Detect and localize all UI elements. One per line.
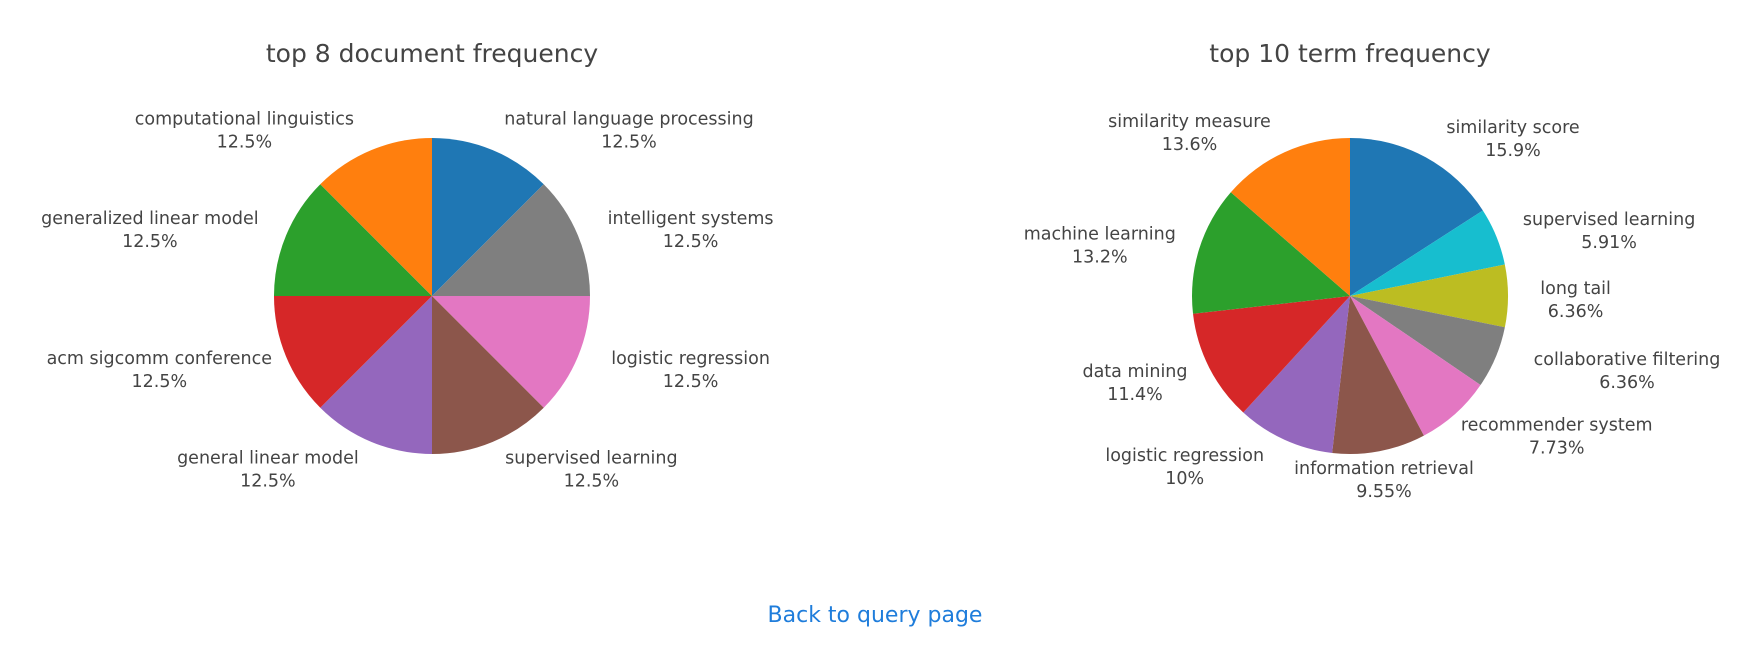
pie-slice-computational-linguistics[interactable] — [320, 138, 432, 296]
slice-label-information-retrieval: information retrieval 9.55% — [1294, 459, 1474, 502]
chart-title: top 8 document frequency — [266, 39, 598, 68]
slice-label-name: logistic regression — [1105, 446, 1264, 466]
slice-label-computational-linguistics: computational linguistics 12.5% — [135, 110, 354, 153]
slice-label-name: similarity measure — [1108, 112, 1271, 132]
slice-label-percent: 12.5% — [132, 372, 188, 392]
pie-slice-data-mining[interactable] — [1193, 296, 1350, 413]
slice-label-percent: 9.55% — [1356, 482, 1412, 502]
pie-slice-logistic-regression[interactable] — [432, 296, 590, 408]
slice-label-name: acm sigcomm conference — [47, 349, 272, 369]
document-frequency-pie-chart: top 8 document frequency natural languag… — [41, 39, 773, 491]
slice-label-intelligent-systems: intelligent systems 12.5% — [608, 209, 774, 252]
pie-slice-intelligent-systems[interactable] — [432, 184, 590, 296]
slice-label-supervised-learning: supervised learning 5.91% — [1523, 210, 1695, 253]
pie-slice-supervised-learning[interactable] — [432, 296, 544, 454]
slice-label-percent: 13.6% — [1162, 135, 1218, 155]
pie-slice-similarity-score[interactable] — [1350, 138, 1483, 296]
slice-label-name: natural language processing — [504, 110, 753, 130]
slice-label-name: machine learning — [1024, 225, 1176, 245]
slice-label-name: collaborative filtering — [1534, 350, 1721, 370]
pie-slice-long-tail[interactable] — [1350, 264, 1508, 328]
pie-slices — [1192, 138, 1508, 455]
slice-label-name: supervised learning — [505, 448, 677, 468]
slice-label-percent: 12.5% — [601, 133, 657, 153]
slice-label-name: generalized linear model — [41, 209, 259, 229]
chart-title: top 10 term frequency — [1209, 39, 1491, 68]
slice-label-name: logistic regression — [611, 349, 770, 369]
pie-slice-similarity-measure[interactable] — [1230, 138, 1350, 296]
slice-label-name: general linear model — [177, 448, 359, 468]
slice-label-percent: 12.5% — [564, 471, 620, 491]
slice-label-similarity-score: similarity score 15.9% — [1446, 118, 1579, 161]
slice-label-percent: 5.91% — [1581, 233, 1637, 253]
back-to-query-link[interactable]: Back to query page — [767, 603, 983, 628]
slice-label-data-mining: data mining 11.4% — [1082, 362, 1187, 405]
slice-label-percent: 7.73% — [1529, 439, 1585, 459]
pie-slice-machine-learning[interactable] — [1192, 192, 1350, 314]
slice-label-long-tail: long tail 6.36% — [1540, 279, 1611, 322]
pie-slices — [274, 138, 590, 454]
slice-label-name: long tail — [1540, 279, 1611, 299]
pie-slice-acm-sigcomm-conference[interactable] — [274, 296, 432, 408]
pie-slice-collaborative-filtering[interactable] — [1350, 296, 1505, 386]
pie-slice-general-linear-model[interactable] — [320, 296, 432, 454]
slice-label-percent: 15.9% — [1485, 141, 1541, 161]
pie-slice-natural-language-processing[interactable] — [432, 138, 544, 296]
slice-label-recommender-system: recommender system 7.73% — [1461, 416, 1653, 459]
term-frequency-pie-chart: top 10 term frequency similarity score 15… — [1024, 39, 1721, 502]
slice-label-logistic-regression: logistic regression 10% — [1105, 446, 1264, 489]
slice-label-generalized-linear-model: generalized linear model 12.5% — [41, 209, 259, 252]
pie-slice-information-retrieval[interactable] — [1332, 296, 1424, 455]
slice-label-name: supervised learning — [1523, 210, 1695, 230]
slice-label-percent: 11.4% — [1107, 385, 1163, 405]
slice-label-percent: 12.5% — [663, 232, 719, 252]
slice-label-acm-sigcomm-conference: acm sigcomm conference 12.5% — [47, 349, 272, 392]
slice-label-supervised-learning: supervised learning 12.5% — [505, 448, 677, 491]
slice-label-percent: 6.36% — [1548, 302, 1604, 322]
slice-label-percent: 12.5% — [240, 471, 296, 491]
slice-label-percent: 12.5% — [217, 133, 273, 153]
slice-label-percent: 12.5% — [663, 372, 719, 392]
pie-slice-supervised-learning[interactable] — [1350, 210, 1505, 296]
pie-slice-logistic-regression[interactable] — [1243, 296, 1350, 453]
pie-labels: similarity score 15.9% supervised learning… — [1024, 112, 1721, 502]
slice-label-name: intelligent systems — [608, 209, 774, 229]
slice-label-name: computational linguistics — [135, 110, 354, 130]
slice-label-natural-language-processing: natural language processing 12.5% — [504, 110, 753, 153]
slice-label-name: recommender system — [1461, 416, 1653, 436]
pie-slice-generalized-linear-model[interactable] — [274, 184, 432, 296]
slice-label-percent: 10% — [1165, 469, 1204, 489]
slice-label-percent: 13.2% — [1072, 248, 1128, 268]
slice-label-machine-learning: machine learning 13.2% — [1024, 225, 1176, 268]
slice-label-collaborative-filtering: collaborative filtering 6.36% — [1534, 350, 1721, 393]
slice-label-name: similarity score — [1446, 118, 1579, 138]
pie-slice-recommender-system[interactable] — [1350, 296, 1481, 436]
slice-label-general-linear-model: general linear model 12.5% — [177, 448, 359, 491]
slice-label-logistic-regression: logistic regression 12.5% — [611, 349, 770, 392]
slice-label-percent: 6.36% — [1599, 373, 1655, 393]
pie-labels: natural language processing 12.5%intellig… — [41, 110, 773, 492]
slice-label-name: data mining — [1082, 362, 1187, 382]
slice-label-similarity-measure: similarity measure 13.6% — [1108, 112, 1271, 155]
slice-label-name: information retrieval — [1294, 459, 1474, 479]
slice-label-percent: 12.5% — [122, 232, 178, 252]
